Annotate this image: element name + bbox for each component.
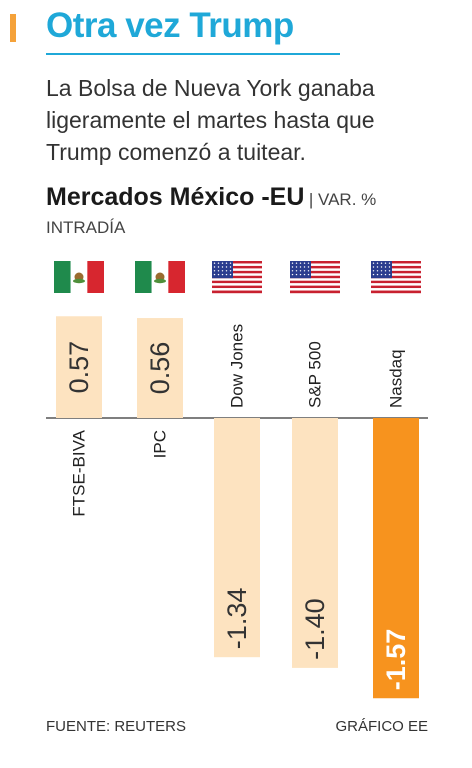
value-label: -1.34	[222, 588, 252, 650]
usa-flag-icon	[371, 261, 421, 294]
graphic-credit: GRÁFICO EE	[335, 718, 428, 735]
bar	[214, 418, 260, 658]
bar	[292, 418, 338, 668]
chart-heading-title: Mercados México -EU	[46, 183, 305, 211]
chart-heading-unit: | VAR. %	[308, 190, 377, 209]
value-label: -1.57	[381, 629, 411, 691]
page-title: Otra vez Trump	[46, 6, 294, 45]
category-label: Nasdaq	[387, 349, 406, 408]
title-underline	[46, 53, 340, 55]
value-label: 0.56	[145, 342, 175, 395]
subtitle: La Bolsa de Nueva York ganaba ligerament…	[46, 75, 375, 165]
chart-heading: Mercados México -EU | VAR. %	[46, 183, 446, 212]
bar	[137, 318, 183, 418]
mexico-flag-icon	[54, 261, 104, 293]
source-note: FUENTE: REUTERS	[46, 718, 187, 735]
category-label: Dow Jones	[228, 324, 247, 408]
chart-heading-unit-line2: INTRADÍA	[46, 218, 126, 237]
value-label: 0.57	[64, 341, 94, 394]
category-label: FTSE-BIVA	[70, 429, 89, 516]
value-label: -1.40	[300, 598, 330, 660]
title-accent-bar	[10, 14, 16, 42]
mexico-flag-icon	[135, 261, 185, 293]
usa-flag-icon	[290, 261, 340, 294]
bar	[56, 316, 102, 418]
category-label: IPC	[151, 430, 170, 458]
usa-flag-icon	[212, 261, 262, 294]
bar	[373, 418, 419, 699]
category-label: S&P 500	[306, 341, 325, 408]
